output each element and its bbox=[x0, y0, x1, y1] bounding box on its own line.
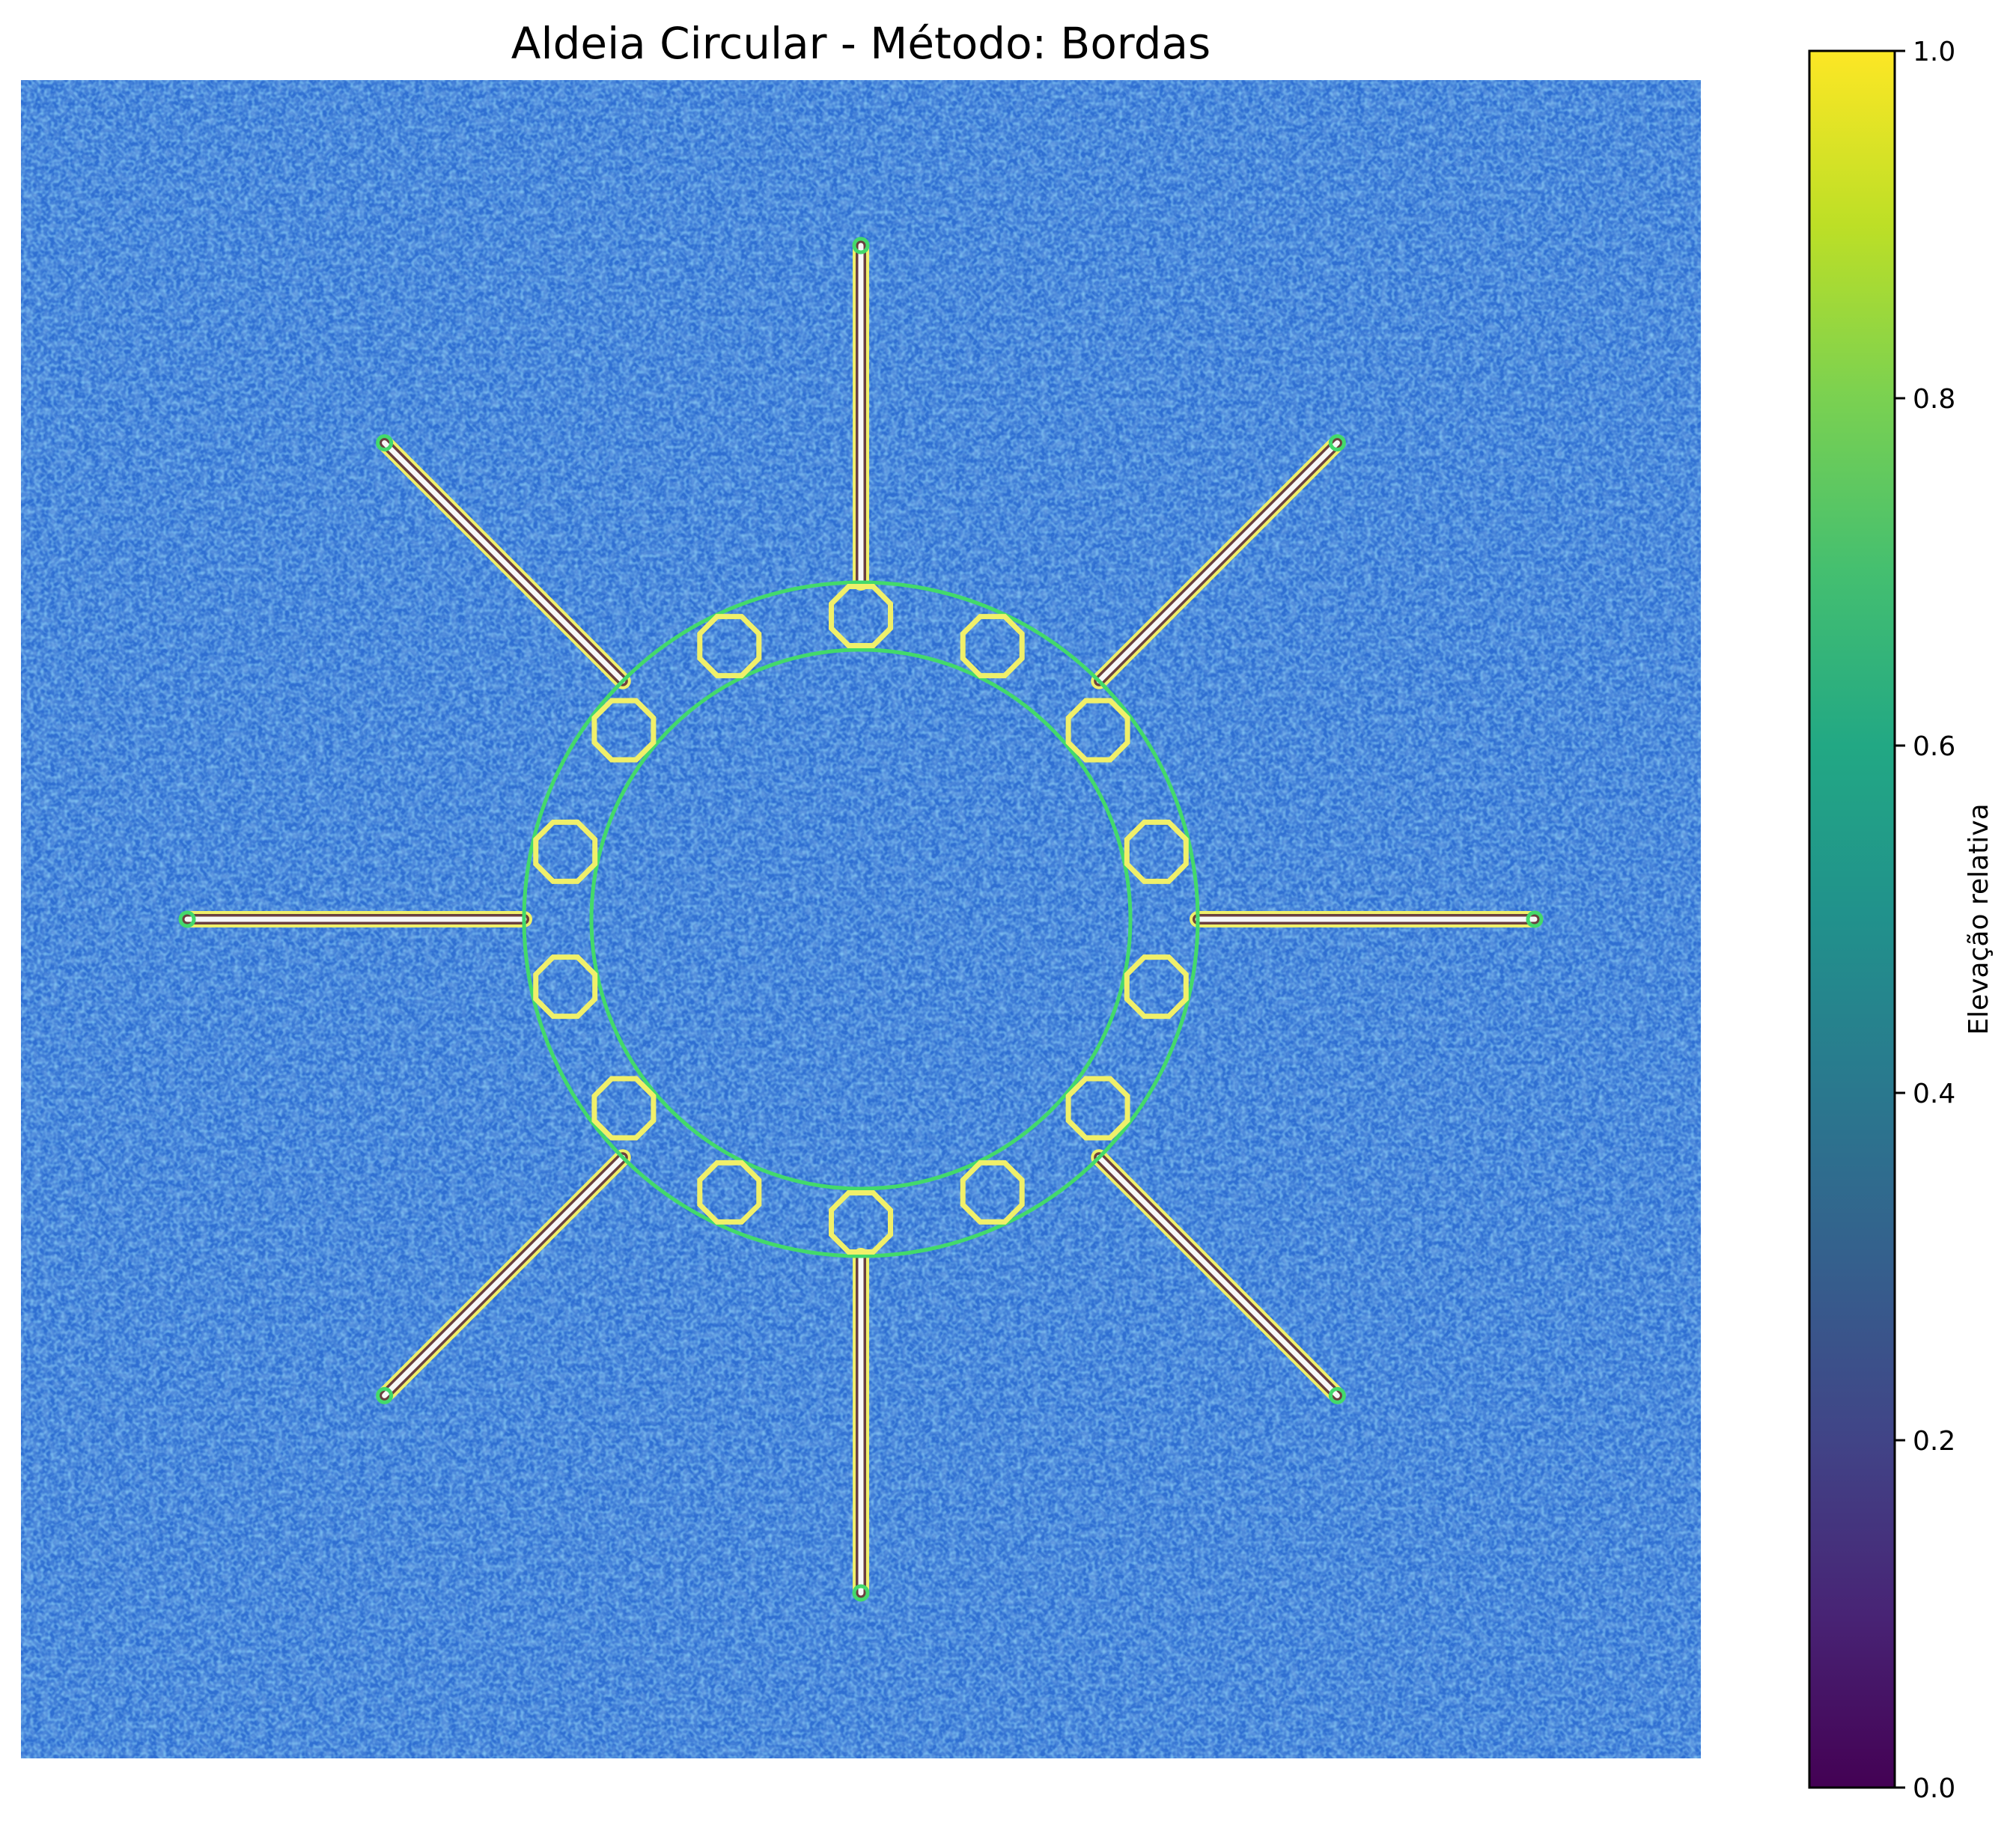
road-core bbox=[382, 1154, 626, 1398]
house-8 bbox=[697, 1160, 762, 1225]
outer-ring bbox=[522, 580, 1200, 1258]
house-11 bbox=[533, 819, 598, 884]
road-core bbox=[1096, 1154, 1340, 1398]
inner-ring bbox=[589, 648, 1133, 1191]
colorbar-tick-label: 0.0 bbox=[1913, 1773, 1955, 1804]
village-features bbox=[178, 237, 1544, 1602]
chart-title: Aldeia Circular - Método: Bordas bbox=[511, 18, 1211, 69]
house-4 bbox=[1124, 954, 1189, 1020]
colorbar-ticks: 0.0 0.2 0.4 0.6 0.8 1.0 bbox=[1895, 37, 1955, 1804]
road-6 bbox=[852, 1248, 870, 1602]
house-13 bbox=[697, 614, 762, 679]
road-5 bbox=[376, 1149, 631, 1404]
road-1 bbox=[1091, 434, 1346, 689]
road-end-marker bbox=[852, 1584, 870, 1602]
road-end-marker bbox=[1328, 434, 1346, 452]
road-end-marker bbox=[1526, 910, 1544, 928]
road-core bbox=[382, 440, 626, 684]
road-end-marker bbox=[376, 434, 394, 452]
road-end-marker bbox=[178, 910, 196, 928]
road-0 bbox=[1190, 910, 1544, 928]
road-end-marker bbox=[852, 237, 870, 255]
road-2 bbox=[852, 237, 870, 591]
road-end-marker bbox=[1328, 1386, 1346, 1404]
colorbar-tick-label: 1.0 bbox=[1913, 37, 1955, 67]
road-7 bbox=[1091, 1149, 1346, 1404]
road-core bbox=[1096, 440, 1340, 684]
colorbar-gradient bbox=[1808, 49, 1896, 1789]
house-0 bbox=[829, 584, 893, 648]
colorbar-tick-label: 0.6 bbox=[1913, 731, 1955, 762]
house-12 bbox=[591, 698, 657, 763]
colorbar-label: Elevação relativa bbox=[1964, 803, 1994, 1035]
colorbar: 0.0 0.2 0.4 0.6 0.8 1.0 Elevação relativa bbox=[1808, 37, 1994, 1804]
colorbar-tick-label: 0.8 bbox=[1913, 384, 1955, 415]
house-7 bbox=[829, 1190, 893, 1255]
house-6 bbox=[960, 1160, 1025, 1225]
house-1 bbox=[960, 614, 1025, 679]
house-9 bbox=[591, 1076, 657, 1141]
house-5 bbox=[1065, 1076, 1130, 1141]
road-end-marker bbox=[376, 1386, 394, 1404]
house-10 bbox=[533, 954, 598, 1020]
road-3 bbox=[376, 434, 631, 689]
house-2 bbox=[1065, 698, 1130, 763]
heatmap-area bbox=[21, 80, 1701, 1758]
colorbar-tick-label: 0.4 bbox=[1913, 1079, 1955, 1109]
road-4 bbox=[178, 910, 532, 928]
colorbar-tick-label: 0.2 bbox=[1913, 1426, 1955, 1457]
house-3 bbox=[1124, 819, 1189, 884]
